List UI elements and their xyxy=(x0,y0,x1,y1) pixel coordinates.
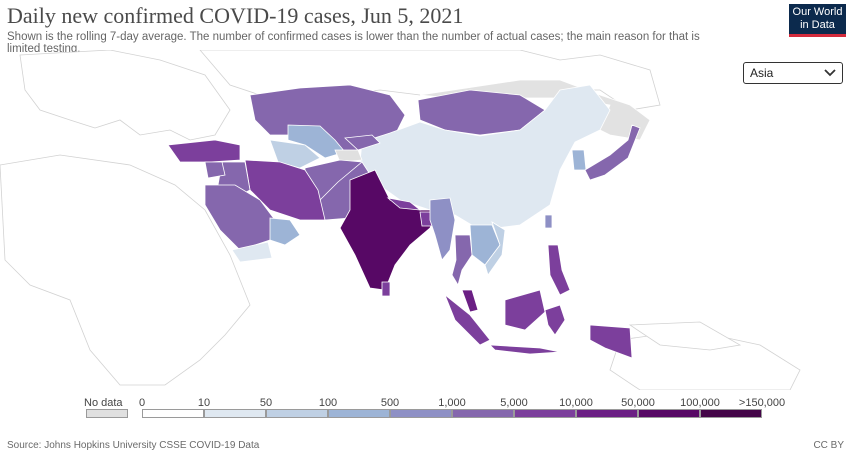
chart-title: Daily new confirmed COVID-19 cases, Jun … xyxy=(7,3,464,28)
country-outline-png xyxy=(628,321,742,351)
country-turkey xyxy=(167,139,241,163)
map-background-countries xyxy=(0,50,801,390)
country-iran xyxy=(244,159,326,221)
legend-tick-label: >150,000 xyxy=(738,397,786,409)
legend-tick-label: 50 xyxy=(259,397,273,409)
country-java xyxy=(488,344,561,355)
country-japan xyxy=(584,124,641,181)
country-thailand xyxy=(451,234,473,287)
legend-tick-label: 0 xyxy=(138,397,146,409)
logo-line-1: Our World xyxy=(792,6,843,18)
country-uae-oman xyxy=(269,217,301,246)
chart-subtitle: Shown is the rolling 7-day average. The … xyxy=(7,31,700,55)
legend-color-bin xyxy=(638,409,700,418)
legend-tick-label: 100 xyxy=(318,397,338,409)
legend-tick-label: 500 xyxy=(380,397,400,409)
region-select[interactable]: Asia xyxy=(743,62,843,84)
country-vietnam xyxy=(484,221,506,276)
chevron-down-icon xyxy=(824,66,836,80)
country-uzbekistan xyxy=(287,124,346,159)
license-label[interactable]: CC BY xyxy=(813,440,844,451)
country-myanmar xyxy=(429,197,456,261)
asia-choropleth-map xyxy=(0,50,801,390)
legend-tick-label: 5,000 xyxy=(500,397,528,409)
region-select-value: Asia xyxy=(750,66,774,80)
logo-line-2: in Data xyxy=(800,18,835,31)
legend-color-bin xyxy=(700,409,762,418)
legend-color-bin xyxy=(204,409,266,418)
country-sri-lanka xyxy=(381,281,391,297)
country-yemen xyxy=(231,241,273,263)
legend-color-bin xyxy=(266,409,328,418)
country-outline-europe xyxy=(19,50,231,141)
country-taiwan xyxy=(544,214,553,229)
legend-tick-label: 10 xyxy=(197,397,211,409)
country-nepal xyxy=(386,197,422,211)
legend-color-bin xyxy=(390,409,452,418)
source-note: Source: Johns Hopkins University CSSE CO… xyxy=(7,440,260,451)
legend-tick-label: 1,000 xyxy=(438,397,466,409)
country-turkmenistan xyxy=(269,139,321,169)
legend-color-bin xyxy=(452,409,514,418)
owid-logo[interactable]: Our World in Data xyxy=(789,4,846,37)
country-malaysia xyxy=(461,289,479,313)
country-sulawesi xyxy=(544,304,566,336)
legend-tick-label: 50,000 xyxy=(621,397,655,409)
country-south-korea xyxy=(571,149,587,171)
legend-no-data-swatch xyxy=(86,409,128,418)
legend-tick-label: 10,000 xyxy=(559,397,593,409)
country-borneo xyxy=(504,289,546,331)
legend-color-bin xyxy=(576,409,638,418)
asia-countries xyxy=(167,79,651,359)
country-syria xyxy=(204,161,226,179)
country-philippines xyxy=(547,244,571,296)
legend-color-bin xyxy=(514,409,576,418)
legend-color-bin xyxy=(328,409,390,418)
legend-color-bin xyxy=(142,409,204,418)
legend-no-data-label: No data xyxy=(84,397,123,409)
country-sumatra xyxy=(444,293,491,346)
logo-accent-bar xyxy=(789,34,846,37)
country-china xyxy=(359,84,611,231)
country-papua xyxy=(589,324,633,359)
legend-tick-label: 100,000 xyxy=(680,397,720,409)
country-outline-africa xyxy=(0,154,251,386)
color-legend: No data 0 10 50 100 500 1,000 5,000 10,000 50,00… xyxy=(0,395,850,425)
country-kyrgyzstan xyxy=(344,134,381,151)
country-tajikistan xyxy=(334,149,363,163)
